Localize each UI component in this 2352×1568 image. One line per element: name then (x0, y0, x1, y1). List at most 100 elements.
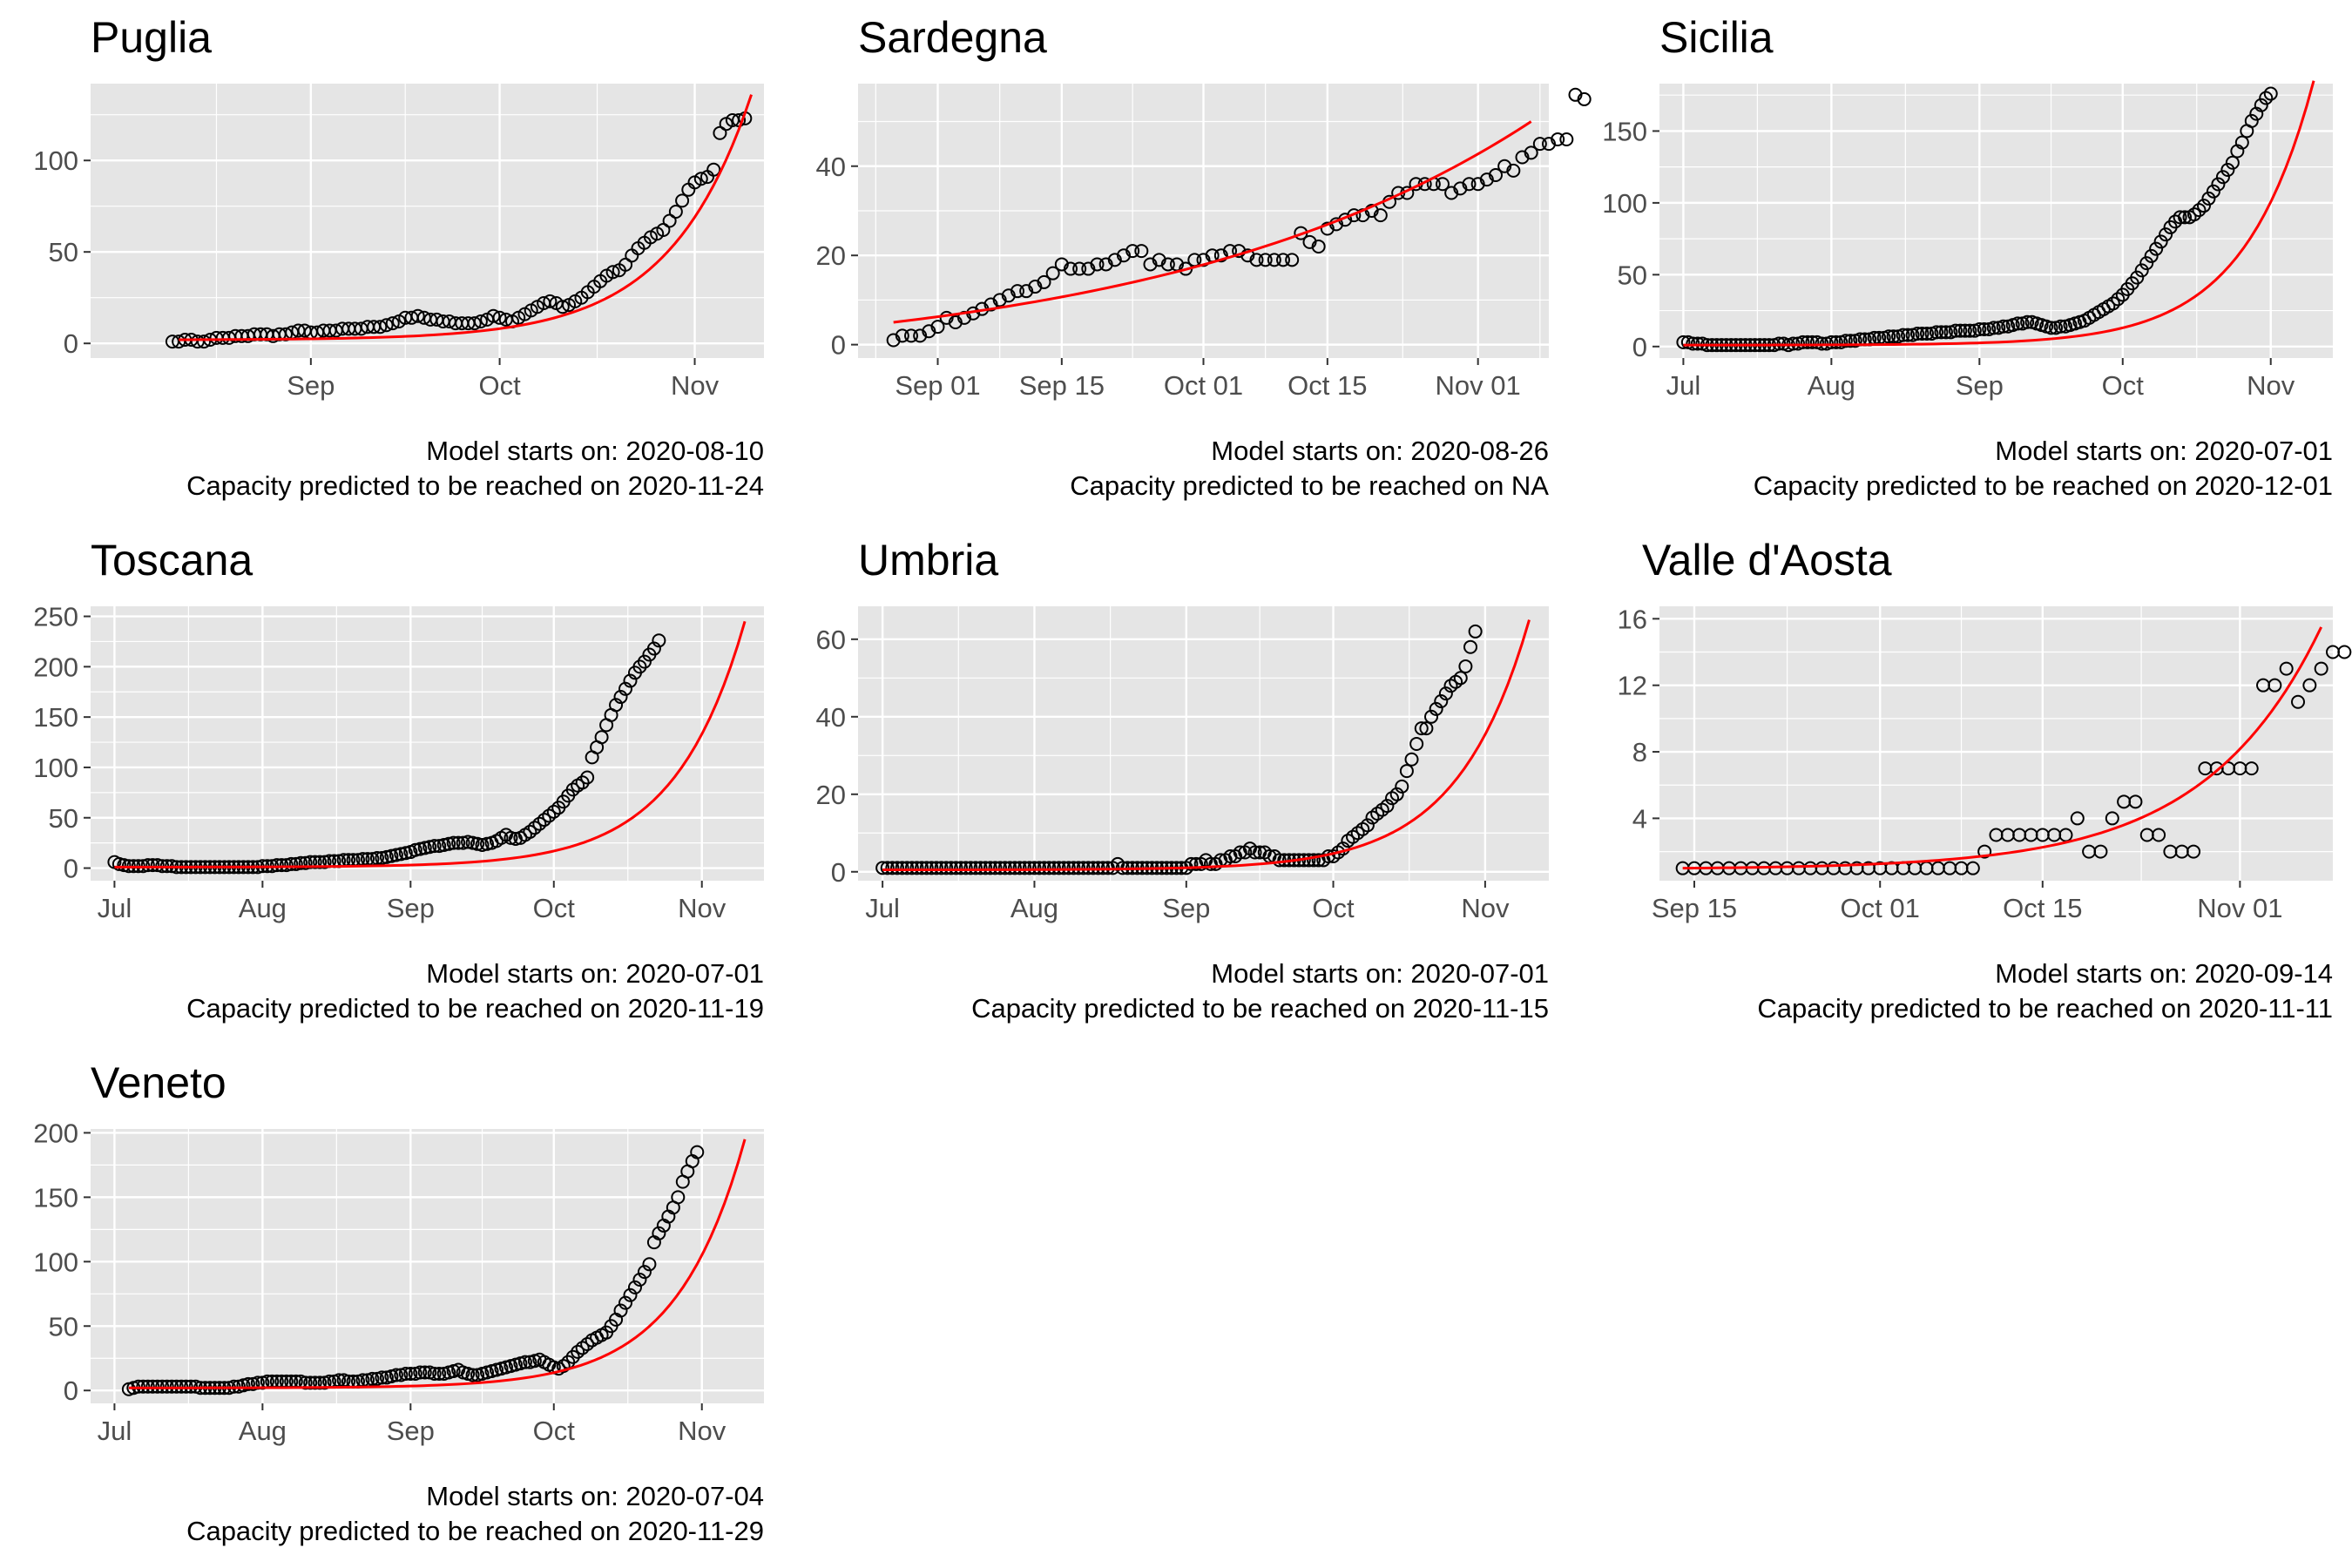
x-tick-label: Oct (533, 1416, 576, 1446)
data-point (1957, 323, 1972, 338)
chart-3-plot: 0 50 100 150 Jul Aug Sep Oct Nov (1602, 80, 2333, 401)
x-tick-label: Nov (2247, 370, 2295, 401)
data-point (294, 855, 308, 870)
data-point (1064, 261, 1078, 276)
data-point (1258, 253, 1273, 267)
fitted-curve (893, 120, 1532, 324)
y-tick-label: 200 (33, 1118, 78, 1148)
data-point (1076, 861, 1091, 875)
data-point (1524, 145, 1538, 160)
data-point (1012, 861, 1027, 875)
y-tick-label: 100 (33, 753, 78, 783)
panel-sardegna: Sardegna Model starts on: 2020-08-26 Cap… (858, 13, 1549, 501)
x-tick-label: Jul (98, 893, 132, 923)
data-point (313, 855, 328, 869)
plot-background (858, 606, 1549, 881)
x-tick-label: Oct (533, 893, 576, 923)
data-point (1061, 861, 1076, 875)
data-point (1915, 326, 1930, 341)
plot-background (1659, 84, 2333, 358)
data-point (915, 861, 929, 875)
data-point (1986, 321, 2001, 335)
data-point (1037, 274, 1051, 289)
data-point (1436, 177, 1450, 192)
data-point (1066, 861, 1081, 875)
data-point (1805, 335, 1820, 349)
data-point (1686, 336, 1700, 351)
x-tick-label: Sep (1162, 893, 1210, 923)
data-point (637, 1265, 652, 1280)
data-point (1424, 709, 1439, 724)
data-point (895, 861, 909, 875)
x-tick-label: Sep (387, 893, 435, 923)
data-point (492, 310, 507, 325)
data-point (2244, 761, 2259, 776)
y-tick-label: 50 (49, 237, 78, 267)
data-point (895, 328, 909, 343)
data-point (2254, 98, 2268, 112)
fitted-curve (179, 94, 753, 341)
capacity-caption: Capacity predicted to be reached on 2020… (971, 993, 1549, 1024)
data-point (2192, 203, 2207, 218)
data-point (2220, 162, 2235, 177)
data-point (1311, 239, 1326, 253)
data-point (542, 808, 557, 823)
data-point (2159, 227, 2173, 242)
data-point (618, 1295, 633, 1310)
data-point (1453, 671, 1468, 686)
y-tick-label: 16 (1618, 604, 1647, 634)
data-point (963, 861, 978, 875)
data-point (1896, 328, 1910, 342)
data-point (909, 861, 924, 875)
data-point (2259, 91, 2274, 105)
x-tick-label: Oct (2102, 370, 2145, 401)
plot-background (91, 1129, 764, 1403)
panel-sicilia: Sicilia Model starts on: 2020-07-01 Capa… (1659, 13, 2333, 501)
data-point (298, 1375, 313, 1390)
data-point (1134, 244, 1149, 259)
model-start-caption: Model starts on: 2020-07-01 (1995, 436, 2333, 466)
data-point (2153, 234, 2168, 249)
chart-1-plot: 0 50 100 Sep Oct Nov (33, 84, 764, 401)
data-point (2130, 270, 2145, 285)
data-point (1843, 334, 1858, 348)
data-point (2149, 241, 2164, 256)
data-point (384, 848, 399, 863)
data-point (939, 861, 954, 875)
panel-veneto: Veneto Model starts on: 2020-07-04 Capac… (91, 1058, 764, 1546)
x-tick-label: Oct (1312, 893, 1355, 923)
y-tick-label: 50 (1618, 260, 1647, 290)
data-point (379, 318, 394, 333)
data-point (2244, 113, 2259, 128)
data-point (417, 841, 432, 855)
data-point (1184, 856, 1199, 871)
y-tick-label: 0 (831, 330, 846, 361)
data-point (988, 861, 1003, 875)
data-point (1965, 861, 1980, 875)
data-point (2225, 155, 2240, 170)
data-point (308, 855, 322, 869)
data-point (1910, 326, 1925, 341)
data-point (1017, 861, 1032, 875)
plot-background (91, 606, 764, 881)
data-point (532, 816, 547, 831)
data-point (413, 841, 428, 856)
data-point (652, 633, 666, 648)
data-point (575, 775, 590, 790)
data-point (668, 205, 683, 219)
y-tick-label: 250 (33, 602, 78, 632)
data-point (2337, 645, 2352, 659)
x-tick-label: Nov 01 (1436, 370, 1521, 401)
x-tick-label: Jul (98, 1416, 132, 1446)
data-point (2111, 292, 2126, 307)
data-point (1032, 861, 1047, 875)
data-point (1010, 284, 1024, 299)
x-tick-label: Oct (478, 370, 521, 401)
data-point (394, 847, 409, 862)
data-point (919, 861, 934, 875)
data-point (973, 861, 988, 875)
data-point (303, 1375, 318, 1390)
data-point (1247, 845, 1262, 860)
data-point (543, 294, 558, 308)
